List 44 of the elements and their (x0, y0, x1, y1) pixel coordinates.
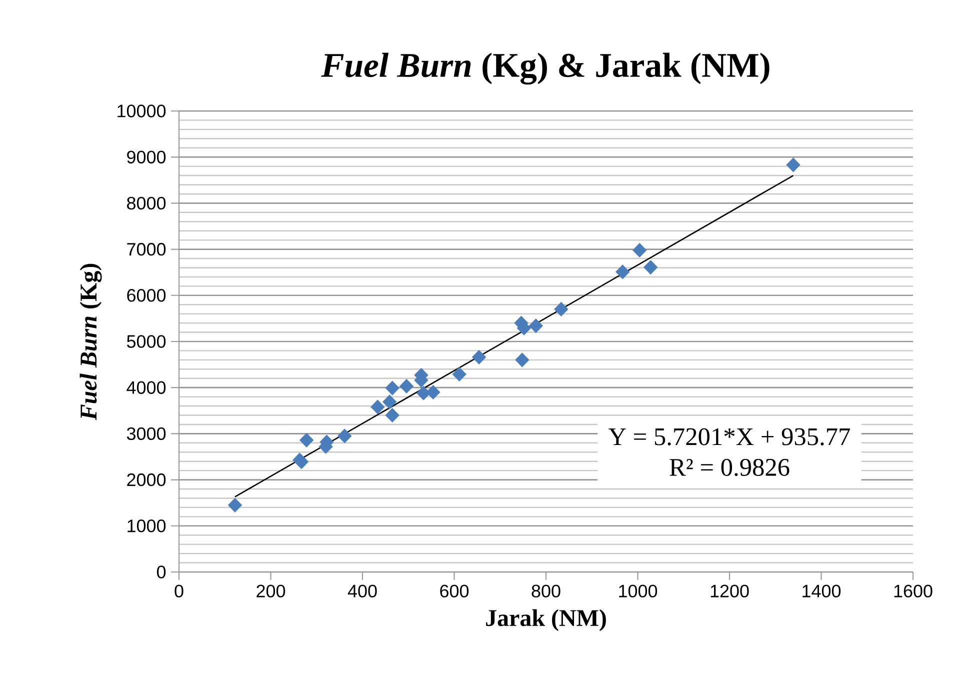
y-tick-label: 4000 (126, 381, 166, 394)
x-tick-label: 1600 (894, 584, 932, 598)
point (515, 352, 530, 368)
point (338, 428, 352, 444)
x-tick-label: 1000 (619, 584, 658, 598)
point (452, 367, 466, 382)
annotation: R² = 0.9826 (670, 458, 790, 476)
point (416, 386, 431, 400)
y-tick-label: 2000 (127, 473, 166, 486)
point (385, 408, 400, 422)
chart-title: Fuel Burn (Kg) & Jarak (NM) (321, 52, 770, 84)
point (300, 432, 314, 448)
y-tick-label: 8000 (127, 196, 166, 210)
x-tick-label: 0 (174, 584, 184, 598)
x-tick-label: 600 (440, 584, 469, 598)
point (370, 400, 385, 414)
point (786, 158, 800, 172)
point (400, 379, 414, 394)
y-tick-label: 1000 (128, 520, 166, 532)
y-tick-label: 7000 (127, 242, 166, 256)
x-axis-title: Jarak (NM) (486, 609, 606, 632)
point (228, 498, 242, 512)
y-tick-label: 3000 (126, 427, 166, 440)
x-tick-label: 400 (348, 584, 377, 598)
point (472, 350, 486, 364)
y-tick-label: 5000 (126, 335, 166, 348)
x-tick-label: 200 (256, 584, 286, 598)
y-tick-label: 0 (156, 566, 166, 578)
annotation: Y = 5.7201*X + 935.77 (608, 428, 850, 446)
y-tick-label: 9000 (127, 150, 166, 164)
point (616, 264, 630, 280)
y-tick-label: 10000 (118, 104, 166, 118)
point (644, 260, 658, 274)
point (528, 318, 543, 334)
point (554, 302, 568, 316)
point (382, 394, 397, 410)
point (385, 380, 400, 396)
x-tick-label: 1200 (710, 584, 749, 598)
x-tick-label: 1400 (802, 584, 841, 598)
point (632, 243, 647, 258)
x-tick-label: 800 (532, 584, 560, 598)
y-axis-title: Fuel Burn (Kg) (80, 264, 102, 420)
point (426, 384, 440, 400)
y-tick-label: 6000 (127, 289, 166, 302)
